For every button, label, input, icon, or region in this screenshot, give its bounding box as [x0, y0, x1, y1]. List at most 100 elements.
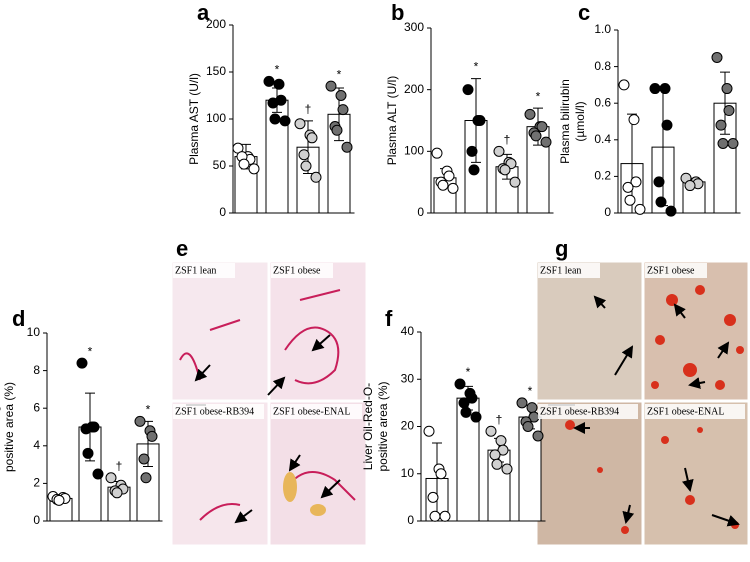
y-tick-label: 0: [417, 205, 424, 219]
panel-letter: a: [197, 0, 210, 25]
tile-label-bg: [271, 263, 333, 278]
data-point: [300, 160, 312, 172]
data-point: [267, 97, 279, 109]
data-point: [263, 75, 275, 87]
data-point: [661, 119, 673, 131]
significance-marker: *: [474, 60, 479, 74]
image-panel-g: [536, 261, 749, 546]
significance-marker: *: [88, 344, 93, 358]
y-axis-label: positive area (%): [2, 382, 16, 472]
data-point: [489, 449, 501, 461]
data-point: [466, 392, 478, 404]
y-tick-label: 2: [33, 476, 40, 490]
data-point: [497, 444, 509, 456]
chart-panel: a Plasma AST (U/l) 0 50 100 150 200 * † *: [187, 0, 355, 219]
data-point: [238, 158, 250, 170]
data-point: [454, 378, 466, 390]
data-point: [466, 145, 478, 157]
panel-letter: e: [176, 236, 188, 261]
tile-label: ZSF1 lean: [175, 265, 216, 276]
chart-panel: c Plasma bilirubin (µmol/l) 0 0.2 0.4 0.6 0.8 1.…: [558, 0, 741, 219]
data-point: [499, 164, 511, 176]
data-point: [470, 411, 482, 423]
data-point: [493, 145, 505, 157]
data-point: [306, 132, 318, 144]
panel-letter: d: [12, 306, 25, 331]
data-point: [628, 114, 640, 126]
y-axis-label: Plasma bilirubin: [558, 79, 572, 164]
y-tick-label: 1.0: [594, 22, 611, 36]
data-point: [439, 510, 451, 522]
tile-label-bg: [645, 404, 745, 419]
data-point: [294, 118, 306, 130]
panel-letter: c: [578, 0, 590, 25]
panel-letter: g: [555, 236, 568, 261]
y-tick-label: 10: [27, 325, 41, 339]
data-point: [53, 494, 65, 506]
data-point: [310, 171, 322, 183]
tile-label: ZSF1 obese-RB394: [540, 406, 619, 417]
y-tick-label: 0.2: [594, 169, 611, 183]
data-point: [727, 137, 739, 149]
data-point: [485, 425, 497, 437]
y-tick-label: 50: [213, 158, 227, 172]
y-axis-label: Plasma AST (U/l): [187, 73, 201, 165]
significance-marker: †: [496, 412, 503, 426]
data-point: [82, 447, 94, 459]
y-tick-label: 0: [407, 513, 414, 527]
data-point: [92, 468, 104, 480]
y-tick-label: 6: [33, 400, 40, 414]
data-point: [624, 194, 636, 206]
data-point: [325, 80, 337, 92]
data-point: [711, 51, 723, 63]
data-point: [622, 181, 634, 193]
data-point: [501, 463, 513, 475]
y-axis-label: Liver collagen-: [0, 388, 1, 466]
data-point: [80, 423, 92, 435]
data-point: [298, 149, 310, 161]
data-point: [140, 472, 152, 484]
y-axis-label: Plasma ALT (U/l): [385, 76, 399, 166]
data-point: [491, 458, 503, 470]
y-tick-label: 300: [404, 20, 424, 34]
data-point: [273, 78, 285, 90]
y-tick-label: 150: [206, 64, 226, 78]
data-point: [684, 180, 696, 192]
data-point: [337, 104, 349, 116]
data-point: [634, 203, 646, 215]
tile-label-bg: [538, 263, 600, 278]
data-point: [618, 79, 630, 91]
significance-marker: †: [305, 102, 312, 116]
chart-panel: d Liver collagen-positive area (%) 0 2 4 6 8 10…: [0, 306, 163, 527]
tile-label: ZSF1 obese: [273, 265, 321, 276]
significance-marker: *: [275, 63, 280, 77]
panel-letter: b: [391, 0, 404, 25]
data-point: [435, 468, 447, 480]
chart-panel: f Liver Oil-Red-O-positive area (%) 0 10 20 3…: [361, 306, 546, 527]
data-point: [331, 124, 343, 136]
data-point: [495, 435, 507, 447]
data-point: [723, 105, 735, 117]
data-point: [447, 182, 459, 194]
tile-label-bg: [173, 404, 264, 419]
data-point: [655, 196, 667, 208]
tile-label-bg: [538, 404, 638, 419]
data-point: [715, 119, 727, 131]
data-point: [536, 121, 548, 133]
tile-label-bg: [173, 263, 235, 278]
y-tick-label: 30: [401, 371, 415, 385]
data-point: [437, 179, 449, 191]
data-point: [76, 357, 88, 369]
chart-panel: b Plasma ALT (U/l) 0 100 200 300 * † *: [385, 0, 554, 219]
panel-letter: f: [385, 306, 393, 331]
data-point: [653, 176, 665, 188]
data-point: [429, 510, 441, 522]
image-panel-e: [171, 261, 367, 546]
data-point: [462, 84, 474, 96]
significance-marker: †: [116, 459, 123, 473]
data-point: [443, 170, 455, 182]
data-point: [540, 136, 552, 148]
data-point: [509, 176, 521, 188]
